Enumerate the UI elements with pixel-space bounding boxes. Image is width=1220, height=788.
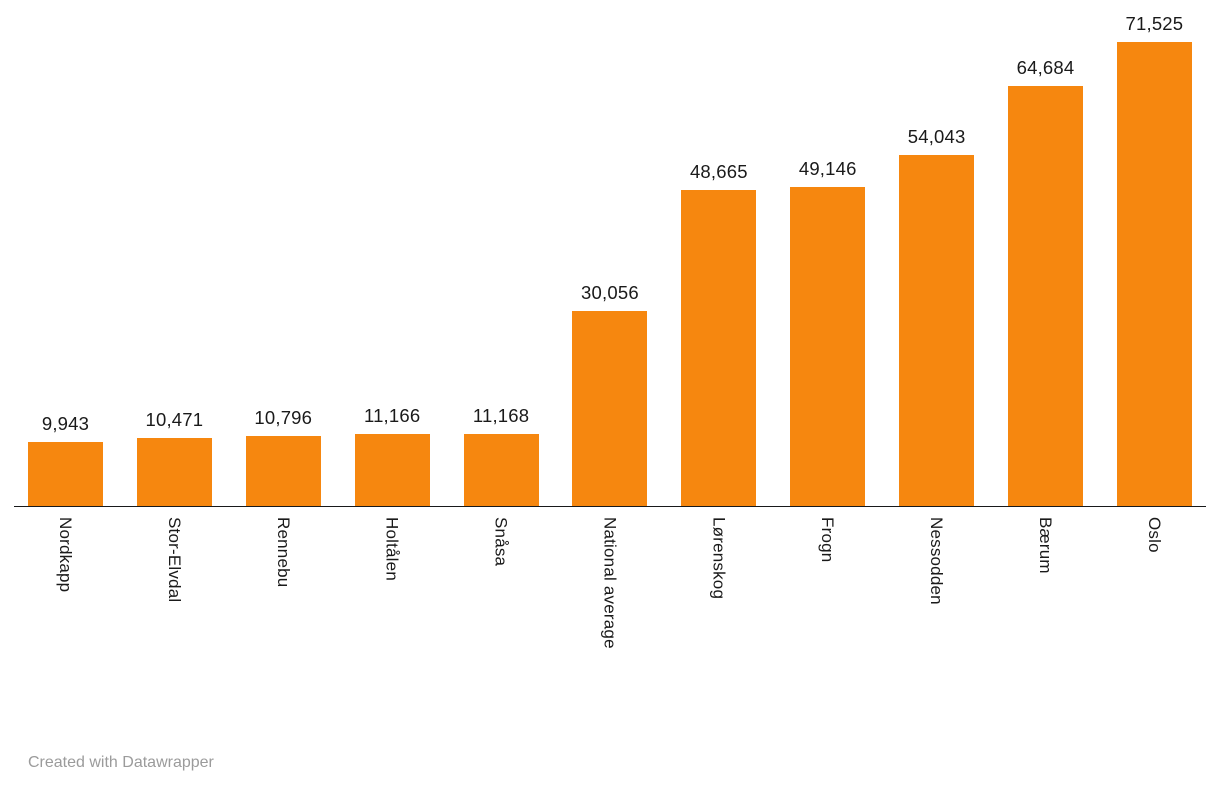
category-label-column: Holtålen bbox=[355, 507, 430, 649]
category-label-column: National average bbox=[572, 507, 647, 649]
bar-value-label: 54,043 bbox=[907, 126, 966, 148]
category-label-column: Oslo bbox=[1117, 507, 1192, 649]
bar-column: 64,684 bbox=[1008, 57, 1084, 506]
category-label-column: Rennebu bbox=[246, 507, 321, 649]
category-label: Bærum bbox=[1036, 517, 1056, 574]
datawrapper-credit: Created with Datawrapper bbox=[28, 754, 214, 771]
category-label-column: Nessodden bbox=[899, 507, 974, 649]
bar[interactable] bbox=[136, 438, 212, 506]
category-label: Oslo bbox=[1144, 517, 1164, 553]
bar-value-label: 64,684 bbox=[1016, 57, 1075, 79]
bar[interactable] bbox=[572, 311, 648, 506]
category-label: Rennebu bbox=[273, 517, 293, 588]
bar[interactable] bbox=[463, 433, 539, 506]
bar-column: 71,525 bbox=[1116, 13, 1192, 506]
category-label-column: Bærum bbox=[1008, 507, 1083, 649]
bar-value-label: 30,056 bbox=[581, 282, 639, 303]
bar[interactable] bbox=[1008, 86, 1084, 506]
category-label: Nessodden bbox=[927, 517, 947, 605]
category-label: Snåsa bbox=[491, 517, 511, 567]
bar-value-label: 11,166 bbox=[363, 404, 421, 426]
bar-column: 54,043 bbox=[899, 126, 975, 506]
category-label-column: Stor-Elvdal bbox=[137, 507, 212, 649]
bar-chart: 9,943 10,471 10,796 11,166 11,168 30,056 48,66… bbox=[14, 0, 1206, 649]
bar-column: 9,943 bbox=[28, 412, 103, 506]
bar-column: 30,056 bbox=[572, 282, 648, 506]
bar[interactable] bbox=[790, 187, 866, 506]
category-label-column: Frogn bbox=[790, 507, 865, 649]
chart-footer: Created with Datawrapper bbox=[28, 754, 214, 772]
bar-column: 49,146 bbox=[790, 158, 866, 506]
bars-area: 9,943 10,471 10,796 11,166 11,168 30,056 48,66… bbox=[28, 0, 1192, 506]
category-label: National average bbox=[600, 517, 620, 649]
bar[interactable] bbox=[28, 441, 103, 506]
category-label-column: Lørenskog bbox=[681, 507, 756, 649]
bar[interactable] bbox=[245, 436, 321, 506]
category-label: Stor-Elvdal bbox=[164, 517, 184, 603]
category-label-column: Snåsa bbox=[464, 507, 539, 649]
bar-value-label: 71,525 bbox=[1125, 13, 1184, 34]
bar-value-label: 11,168 bbox=[472, 404, 530, 426]
bar-column: 11,166 bbox=[354, 404, 430, 506]
bar-value-label: 9,943 bbox=[41, 412, 90, 434]
bar-value-label: 48,665 bbox=[689, 161, 748, 183]
bar-value-label: 10,471 bbox=[145, 409, 204, 431]
bar[interactable] bbox=[354, 433, 430, 506]
bar-column: 10,796 bbox=[245, 407, 321, 506]
x-axis-line bbox=[14, 506, 1206, 507]
category-label: Holtålen bbox=[382, 517, 402, 581]
bar-column: 11,168 bbox=[463, 404, 539, 506]
x-axis-labels: Nordkapp Stor-Elvdal Rennebu Holtålen Snåsa N… bbox=[28, 507, 1192, 649]
bar-column: 10,471 bbox=[136, 409, 212, 506]
bar[interactable] bbox=[681, 190, 757, 506]
category-label-column: Nordkapp bbox=[28, 507, 103, 649]
category-label: Frogn bbox=[818, 517, 838, 563]
bar-value-label: 49,146 bbox=[798, 158, 857, 180]
bar-column: 48,665 bbox=[681, 161, 757, 506]
bar[interactable] bbox=[1116, 42, 1192, 506]
bar-value-label: 10,796 bbox=[254, 407, 313, 428]
category-label: Lørenskog bbox=[709, 517, 729, 600]
bar[interactable] bbox=[899, 155, 975, 506]
category-label: Nordkapp bbox=[56, 517, 75, 593]
